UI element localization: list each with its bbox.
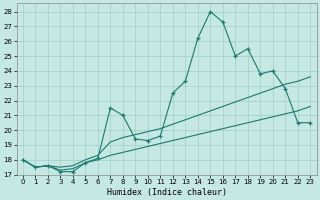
X-axis label: Humidex (Indice chaleur): Humidex (Indice chaleur) bbox=[107, 188, 227, 197]
